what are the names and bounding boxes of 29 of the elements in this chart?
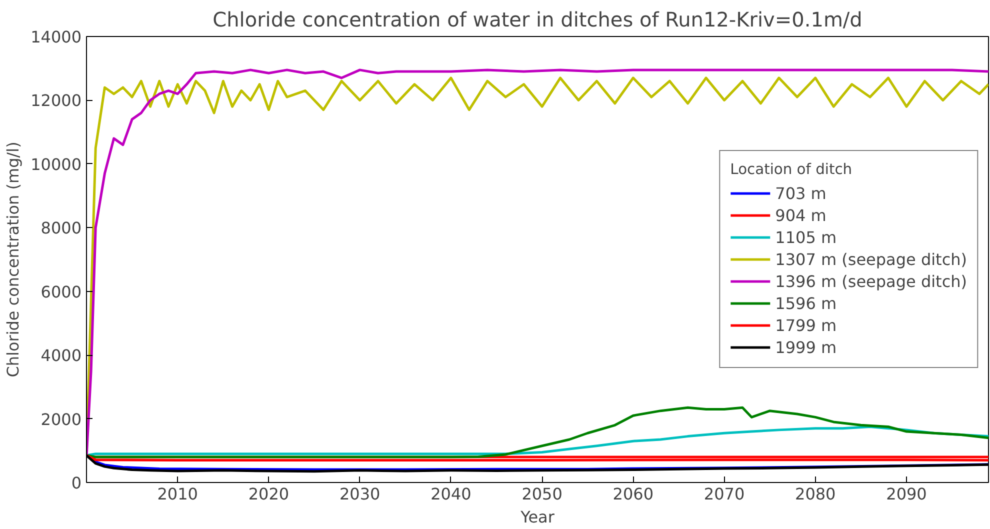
y-tick-label: 14000: [30, 28, 82, 46]
y-tick-label: 0: [71, 474, 82, 492]
legend-label: 1799 m: [775, 316, 837, 334]
legend-label: 1105 m: [775, 228, 837, 246]
y-axis-title: Chloride concentration (mg/l): [4, 142, 23, 378]
y-tick-label: 2000: [40, 410, 82, 429]
x-tick-label: 2090: [886, 484, 927, 504]
x-tick-label: 2070: [704, 484, 745, 504]
legend-label: 1999 m: [775, 338, 837, 356]
x-tick-label: 2020: [248, 484, 290, 504]
y-tick-label: 8000: [40, 218, 82, 238]
legend-label: 703 m: [775, 184, 826, 202]
y-tick-label: 4000: [40, 346, 82, 366]
x-axis-title: Year: [520, 508, 555, 526]
x-tick-label: 2030: [339, 484, 380, 504]
x-tick-label: 2060: [612, 484, 654, 504]
y-tick-label: 10000: [30, 154, 82, 174]
x-tick-label: 2010: [157, 484, 198, 504]
legend-label: 1396 m (seepage ditch): [775, 272, 967, 290]
x-tick-label: 2050: [522, 484, 562, 504]
legend-title: Location of ditch: [730, 161, 854, 178]
y-tick-label: 6000: [40, 282, 82, 302]
legend-label: 904 m: [775, 206, 826, 224]
chart-title: Chloride concentration of water in ditches of Run12-Kriv=0.1m/d: [212, 8, 862, 32]
legend-label: 1596 m: [775, 294, 837, 312]
x-tick-label: 2080: [795, 484, 836, 504]
y-tick-label: 12000: [30, 91, 82, 110]
x-tick-label: 2040: [430, 484, 472, 504]
legend-label: 1307 m (seepage ditch): [775, 250, 967, 268]
